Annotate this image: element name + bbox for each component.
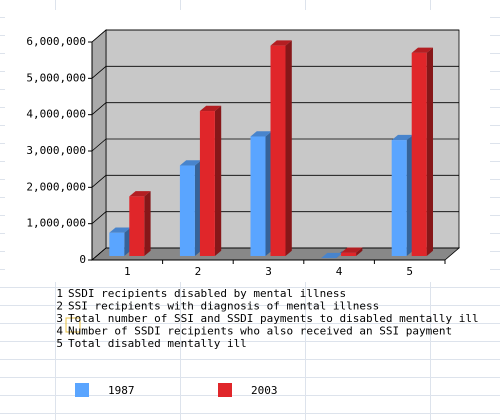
legend-swatch [75,383,89,397]
grid-line [91,138,459,152]
x-tick-label: 1 [124,265,131,278]
bar [129,196,145,256]
cell-cursor [65,317,81,333]
note-number: 4 [56,325,63,338]
bar-top [411,47,433,53]
bar-side [356,247,363,256]
bar-side [426,47,433,257]
grid-line [91,247,459,261]
bar [341,252,357,256]
y-tick-label: 6,000,000 [26,35,86,48]
note-number: 5 [56,337,63,350]
legend-label: 1987 [108,384,135,397]
bar [270,45,286,257]
bar-side [285,40,292,257]
y-tick-label: 4,000,000 [26,108,86,121]
grid-line [91,65,459,79]
bar-top [129,191,151,197]
note-text: SSDI recipients disabled by mental illne… [68,287,346,300]
bar-top [341,247,363,253]
grid-line [91,29,459,43]
y-tick-label: 1,000,000 [26,217,86,230]
y-tick-label: 3,000,000 [26,144,86,157]
note-text: Total number of SSI and SSDI payments to… [68,312,479,325]
x-tick-label: 4 [336,265,343,278]
x-tick-label: 3 [265,265,272,278]
grid-line [91,174,459,188]
bar-side [144,191,151,256]
y-tick-label: 0 [79,253,86,266]
bar-side [265,131,272,256]
bar-side [214,105,222,257]
bar [109,232,125,256]
bar [199,111,215,257]
note-text: Number of SSDI recipients who also recei… [68,325,452,338]
grid-line [91,102,459,115]
legend-swatch [218,383,232,397]
y-tick-label: 2,000,000 [26,180,86,193]
bar-side [406,134,413,256]
note-number: 1 [56,287,63,300]
bar-top [391,134,413,141]
bar [411,52,427,257]
legend-label: 2003 [251,384,278,397]
note-number: 3 [56,312,63,325]
bar [391,140,407,256]
note-text: Total disabled mentally ill [68,337,247,350]
note-text: SSI recipients with diagnosis of mental … [68,300,379,313]
bar-top [250,131,272,137]
x-tick-label: 2 [195,265,202,278]
bar [179,165,195,256]
y-tick-label: 5,000,000 [26,71,86,84]
bar [250,136,266,256]
grid-line [91,211,459,224]
bar-side [194,160,202,256]
bar-top [179,160,202,166]
bar-top [321,252,343,259]
bar-top [109,227,131,233]
bar-top [270,40,292,46]
bar-side [124,227,131,256]
x-tick-label: 5 [406,265,413,278]
note-number: 2 [56,300,63,313]
plot: 0 1,000,000 2,000,000 3,000,000 4,000,000 5,0… [26,29,461,278]
bar-top [199,105,222,112]
